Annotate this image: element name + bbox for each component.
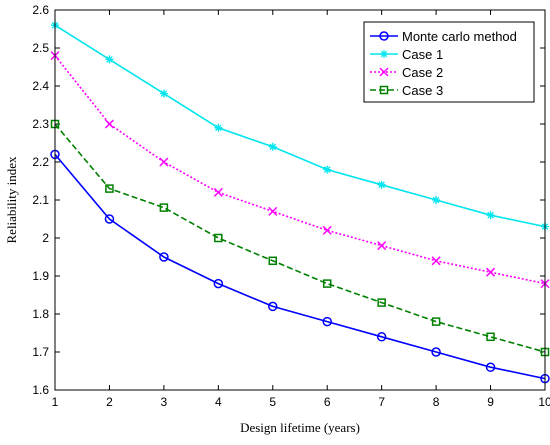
legend-label: Case 3: [402, 83, 443, 98]
y-tick-label: 1.8: [32, 307, 49, 321]
x-tick-label: 1: [52, 395, 59, 409]
y-tick-label: 2: [42, 231, 49, 245]
y-tick-label: 2.5: [32, 41, 49, 55]
x-tick-label: 3: [161, 395, 168, 409]
data-point: [268, 301, 278, 312]
data-point: [431, 317, 441, 326]
legend: Monte carlo method Case 1 Case 2 Case 3: [363, 21, 535, 103]
data-point: [377, 241, 387, 251]
x-tick-label: 8: [433, 395, 440, 409]
series-3: [50, 51, 550, 289]
data-point: [486, 332, 495, 342]
legend-label: Case 1: [402, 47, 443, 62]
legend-marker: [380, 50, 388, 58]
x-tick-label: 10: [538, 395, 550, 409]
y-tick-label: 1.7: [32, 345, 49, 359]
legend-marker: [379, 67, 389, 77]
legend-entry: Case 1: [370, 47, 443, 62]
series-line: [54, 123, 546, 353]
data-point: [377, 180, 386, 189]
data-point: [486, 267, 496, 277]
data-point: [159, 252, 169, 262]
legend-label: Case 2: [402, 65, 443, 80]
legend-entry: Monte carlo method: [370, 29, 517, 44]
legend-marker: [379, 31, 389, 41]
data-point: [104, 214, 115, 224]
y-tick-label: 1.6: [32, 383, 49, 397]
data-point: [213, 187, 223, 197]
axis-ticks: 1 2 3 4 5 6 7 8 9 10 1.6 1.7 1.8 1.9 2 2.1 2.2 2.3 2.4 2.5 2…: [32, 3, 550, 409]
data-point: [268, 206, 278, 216]
x-tick-label: 5: [269, 395, 276, 409]
data-point: [214, 123, 223, 132]
legend-label: Monte carlo method: [402, 29, 517, 44]
data-point: [105, 184, 114, 193]
data-point: [159, 203, 169, 212]
data-point: [322, 225, 332, 235]
series-line: [54, 55, 546, 285]
legend-entry: Case 2: [370, 65, 443, 80]
y-tick-label: 2.4: [32, 79, 49, 93]
data-point: [323, 165, 332, 174]
data-point: [322, 279, 332, 288]
y-tick-label: 2.1: [32, 193, 49, 207]
y-tick-label: 2.6: [32, 3, 49, 17]
data-point: [214, 233, 223, 243]
series-line: [54, 24, 546, 228]
data-point: [432, 196, 441, 204]
data-point: [377, 298, 386, 307]
y-tick-label: 1.9: [32, 269, 49, 283]
y-axis-label: Reliability index: [4, 156, 19, 244]
x-tick-label: 7: [378, 395, 385, 409]
data-point: [159, 89, 168, 98]
x-tick-label: 6: [324, 395, 331, 409]
data-point: [485, 362, 496, 372]
data-point: [431, 256, 441, 266]
x-tick-label: 9: [487, 395, 494, 409]
data-point: [376, 332, 387, 342]
data-point: [486, 211, 495, 220]
x-tick-label: 2: [106, 395, 113, 409]
data-point: [322, 316, 332, 327]
series-4: [50, 119, 550, 357]
y-tick-label: 2.3: [32, 117, 49, 131]
data-point: [159, 157, 169, 167]
x-tick-label: 4: [215, 395, 222, 409]
data-point: [268, 256, 278, 266]
series-lines: [50, 21, 550, 384]
plot-area-border: [54, 9, 546, 391]
x-axis-label: Design lifetime (years): [240, 420, 360, 435]
data-point: [213, 278, 224, 289]
legend-marker: [379, 85, 389, 95]
data-point: [268, 142, 277, 151]
data-point: [104, 119, 114, 129]
legend-entry: Case 3: [370, 83, 443, 98]
data-point: [105, 55, 114, 64]
data-point: [431, 347, 441, 357]
y-tick-label: 2.2: [32, 155, 49, 169]
series-line: [54, 153, 546, 380]
